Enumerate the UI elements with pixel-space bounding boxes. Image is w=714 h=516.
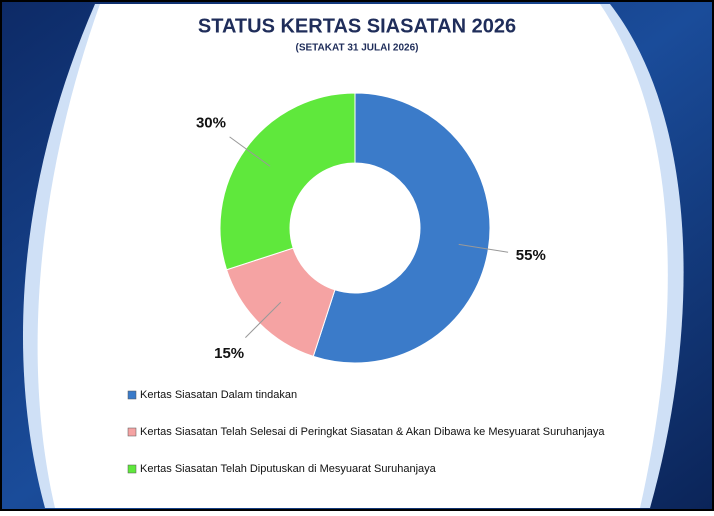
data-label: 15% [214,345,244,362]
legend-label: Kertas Siasatan Telah Diputuskan di Mesy… [140,463,437,475]
legend-swatch [127,390,137,400]
legend-swatch [127,464,137,474]
leader-line [245,301,282,338]
donut-slice [312,92,491,364]
data-label: 30% [196,114,226,131]
donut-slice [219,92,356,271]
legend-swatch [127,427,137,437]
leader-line [458,243,509,253]
data-label: 55% [516,247,546,264]
legend-label: Kertas Siasatan Telah Selesai di Peringk… [140,426,605,438]
panel [37,4,668,508]
leader-line [229,136,271,167]
chart-title: STATUS KERTAS SIASATAN 2026 [198,15,516,37]
chart-subtitle: (SETAKAT 31 JULAI 2026) [296,43,419,54]
legend-label: Kertas Siasatan Dalam tindakan [140,389,297,401]
